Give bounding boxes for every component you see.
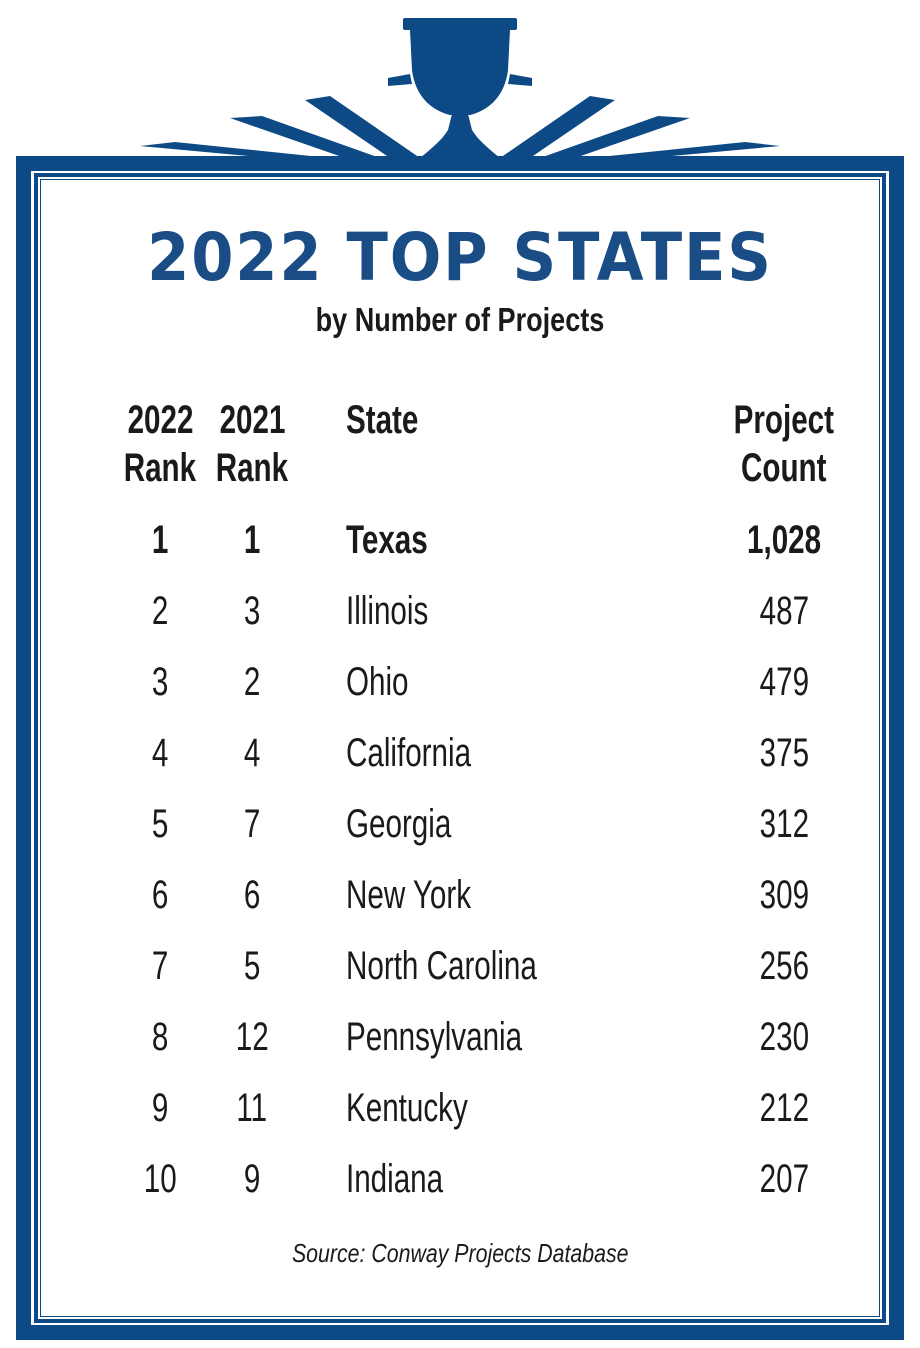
cell-count: 375 xyxy=(759,731,809,775)
cell-count: 309 xyxy=(759,873,809,917)
column-header-rank-2022: 2022 Rank xyxy=(110,396,210,492)
trophy-cup-icon xyxy=(140,18,780,158)
inner-frame xyxy=(34,173,886,1323)
column-header-state: State xyxy=(346,396,706,444)
cell-rank-2021: 6 xyxy=(243,873,261,917)
column-header-label: Project xyxy=(733,398,835,442)
cell-count: 479 xyxy=(759,660,809,704)
cell-rank-2021: 4 xyxy=(243,731,261,775)
source-note: Source: Conway Projects Database xyxy=(291,1238,629,1268)
chart-subtitle: by Number of Projects xyxy=(315,301,605,338)
cell-rank-2021: 11 xyxy=(236,1086,268,1130)
cell-count: 256 xyxy=(759,944,809,988)
cell-rank-2022: 8 xyxy=(151,1015,169,1059)
cell-rank-2021: 2 xyxy=(243,660,261,704)
cell-rank-2021: 1 xyxy=(243,518,261,562)
cell-rank-2021: 9 xyxy=(243,1157,261,1201)
cell-state: Texas xyxy=(346,518,428,562)
cell-count: 207 xyxy=(759,1157,809,1201)
column-header-label: State xyxy=(346,398,419,442)
cell-rank-2022: 10 xyxy=(143,1157,177,1201)
cell-rank-2022: 4 xyxy=(151,731,169,775)
chart-title: 2022 TOP STATES xyxy=(147,219,773,296)
cell-state: Georgia xyxy=(346,802,452,846)
cell-count: 230 xyxy=(759,1015,809,1059)
cell-rank-2022: 1 xyxy=(151,518,169,562)
outer-frame xyxy=(16,156,904,1340)
cell-rank-2022: 6 xyxy=(151,873,169,917)
cell-rank-2022: 3 xyxy=(151,660,169,704)
cell-state: California xyxy=(346,731,472,775)
cell-state: New York xyxy=(346,873,472,917)
column-header-label: Rank xyxy=(123,446,197,490)
cell-state: Indiana xyxy=(346,1157,444,1201)
inner-frame-hairline xyxy=(40,179,880,1317)
cell-state: Pennsylvania xyxy=(346,1015,523,1059)
column-header-label: Rank xyxy=(215,446,289,490)
column-header-label: 2022 xyxy=(127,398,193,442)
cell-rank-2022: 9 xyxy=(151,1086,169,1130)
cell-rank-2021: 5 xyxy=(243,944,261,988)
cell-rank-2022: 2 xyxy=(151,589,169,633)
column-header-count: Project Count xyxy=(714,396,854,492)
cell-state: Illinois xyxy=(346,589,429,633)
column-header-label: 2021 xyxy=(219,398,285,442)
cell-rank-2021: 7 xyxy=(243,802,261,846)
column-header-rank-2021: 2021 Rank xyxy=(202,396,302,492)
cell-count: 212 xyxy=(759,1086,809,1130)
cell-state: Kentucky xyxy=(346,1086,468,1130)
cell-state: North Carolina xyxy=(346,944,537,988)
cell-rank-2021: 12 xyxy=(235,1015,269,1059)
cell-rank-2021: 3 xyxy=(243,589,261,633)
cell-state: Ohio xyxy=(346,660,409,704)
column-header-label: Count xyxy=(741,446,827,490)
cell-rank-2022: 7 xyxy=(151,944,169,988)
cell-rank-2022: 5 xyxy=(151,802,169,846)
cell-count: 487 xyxy=(759,589,809,633)
cell-count: 1,028 xyxy=(746,518,822,562)
cell-count: 312 xyxy=(759,802,809,846)
